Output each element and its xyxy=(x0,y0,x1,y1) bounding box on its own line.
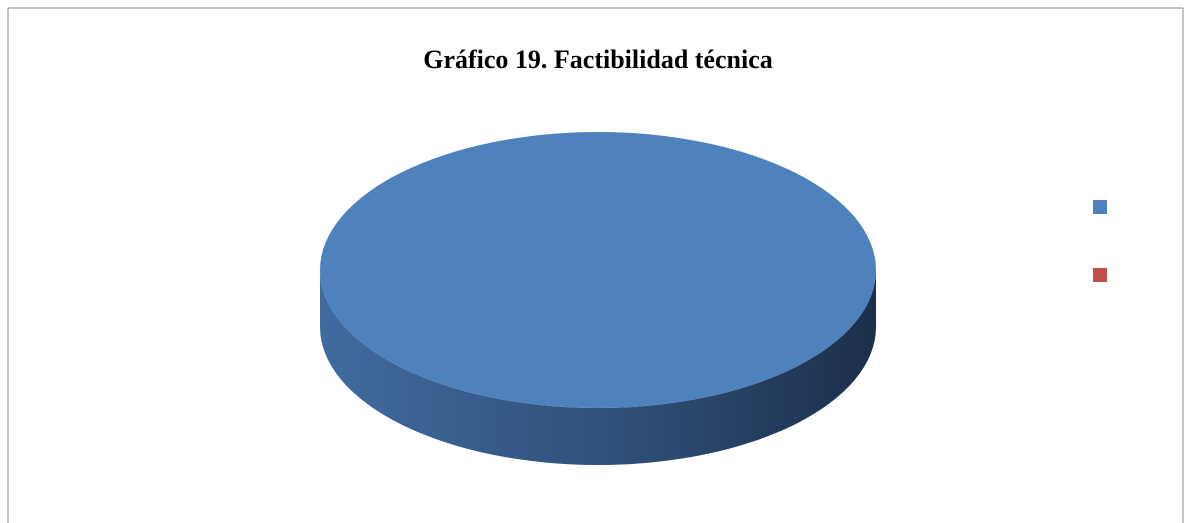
pie-slice xyxy=(320,132,876,408)
chart-title: Gráfico 19. Factibilidad técnica xyxy=(423,45,773,74)
pie-side xyxy=(320,270,876,465)
legend-swatch xyxy=(1093,268,1107,282)
legend-swatch xyxy=(1093,200,1107,214)
